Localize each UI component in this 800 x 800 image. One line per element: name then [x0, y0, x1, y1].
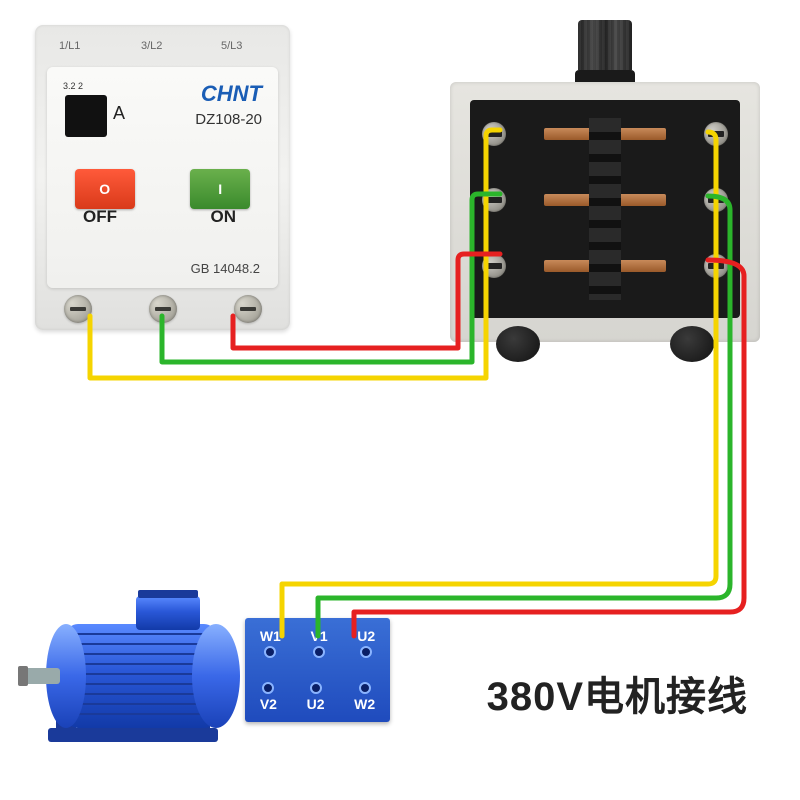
terminal-screw[interactable] — [704, 188, 728, 212]
on-button[interactable]: I — [190, 169, 250, 209]
terminal-row-bottom: V2 U2 W2 — [245, 682, 390, 712]
terminal[interactable]: V2 — [260, 682, 277, 712]
terminal-screw[interactable] — [482, 188, 506, 212]
terminal-label: 1/L1 — [59, 40, 80, 52]
terminal-label: V1 — [310, 628, 327, 644]
model-number: DZ108-20 — [195, 111, 262, 128]
breaker-body: 1/L1 3/L2 5/L3 3.2 2 A CHNT DZ108-20 O I… — [35, 25, 290, 330]
contact-bar — [614, 194, 666, 206]
terminal[interactable]: W2 — [354, 682, 375, 712]
terminal-screw[interactable] — [482, 254, 506, 278]
contact-bar — [614, 260, 666, 272]
switch-base — [450, 82, 760, 342]
terminal-screw[interactable] — [482, 122, 506, 146]
terminal[interactable]: U2 — [307, 682, 325, 712]
off-button[interactable]: O — [75, 169, 135, 209]
terminal-screw[interactable] — [64, 295, 92, 323]
contact-bar — [614, 128, 666, 140]
terminal-label: W1 — [260, 628, 281, 644]
motor-circuit-breaker: 1/L1 3/L2 5/L3 3.2 2 A CHNT DZ108-20 O I… — [35, 25, 290, 330]
three-phase-motor — [18, 560, 248, 760]
dial-scale: 3.2 2 — [63, 81, 83, 91]
standard-label: GB 14048.2 — [191, 261, 260, 276]
button-row: O I — [47, 159, 278, 219]
terminal-screw[interactable] — [149, 295, 177, 323]
motor-icon — [18, 560, 248, 760]
rotary-knob[interactable] — [575, 20, 635, 90]
terminal-label: U2 — [357, 628, 375, 644]
rotary-cam-switch — [450, 20, 760, 350]
terminal-screw[interactable] — [704, 254, 728, 278]
terminal-screw[interactable] — [234, 295, 262, 323]
motor-terminal-box: W1 V1 U2 V2 U2 W2 — [245, 618, 390, 722]
mounting-foot — [670, 326, 714, 362]
on-symbol: I — [218, 181, 222, 197]
terminal-label: 5/L3 — [221, 40, 242, 52]
switch-body — [470, 100, 740, 318]
mounting-foot — [496, 326, 540, 362]
terminal[interactable]: U2 — [357, 628, 375, 658]
terminal-label: 3/L2 — [141, 40, 162, 52]
off-symbol: O — [99, 181, 110, 197]
breaker-output-terminals — [35, 290, 290, 328]
on-label: ON — [211, 207, 237, 227]
amp-unit-label: A — [113, 103, 125, 124]
terminal-label: U2 — [307, 696, 325, 712]
diagram-title: 380V电机接线 — [487, 664, 748, 722]
terminal[interactable]: W1 — [260, 628, 281, 658]
cam-shaft — [589, 118, 621, 300]
terminal-row-top: W1 V1 U2 — [245, 628, 390, 658]
off-label: OFF — [83, 207, 117, 227]
terminal[interactable]: V1 — [310, 628, 327, 658]
terminal-screw[interactable] — [704, 122, 728, 146]
terminal-label: W2 — [354, 696, 375, 712]
breaker-input-terminals: 1/L1 3/L2 5/L3 — [35, 27, 290, 65]
terminal-label: V2 — [260, 696, 277, 712]
brand-logo: CHNT — [201, 81, 262, 107]
current-dial[interactable] — [65, 95, 107, 137]
breaker-faceplate: 3.2 2 A CHNT DZ108-20 O I OFF ON GB 1404… — [47, 67, 278, 288]
